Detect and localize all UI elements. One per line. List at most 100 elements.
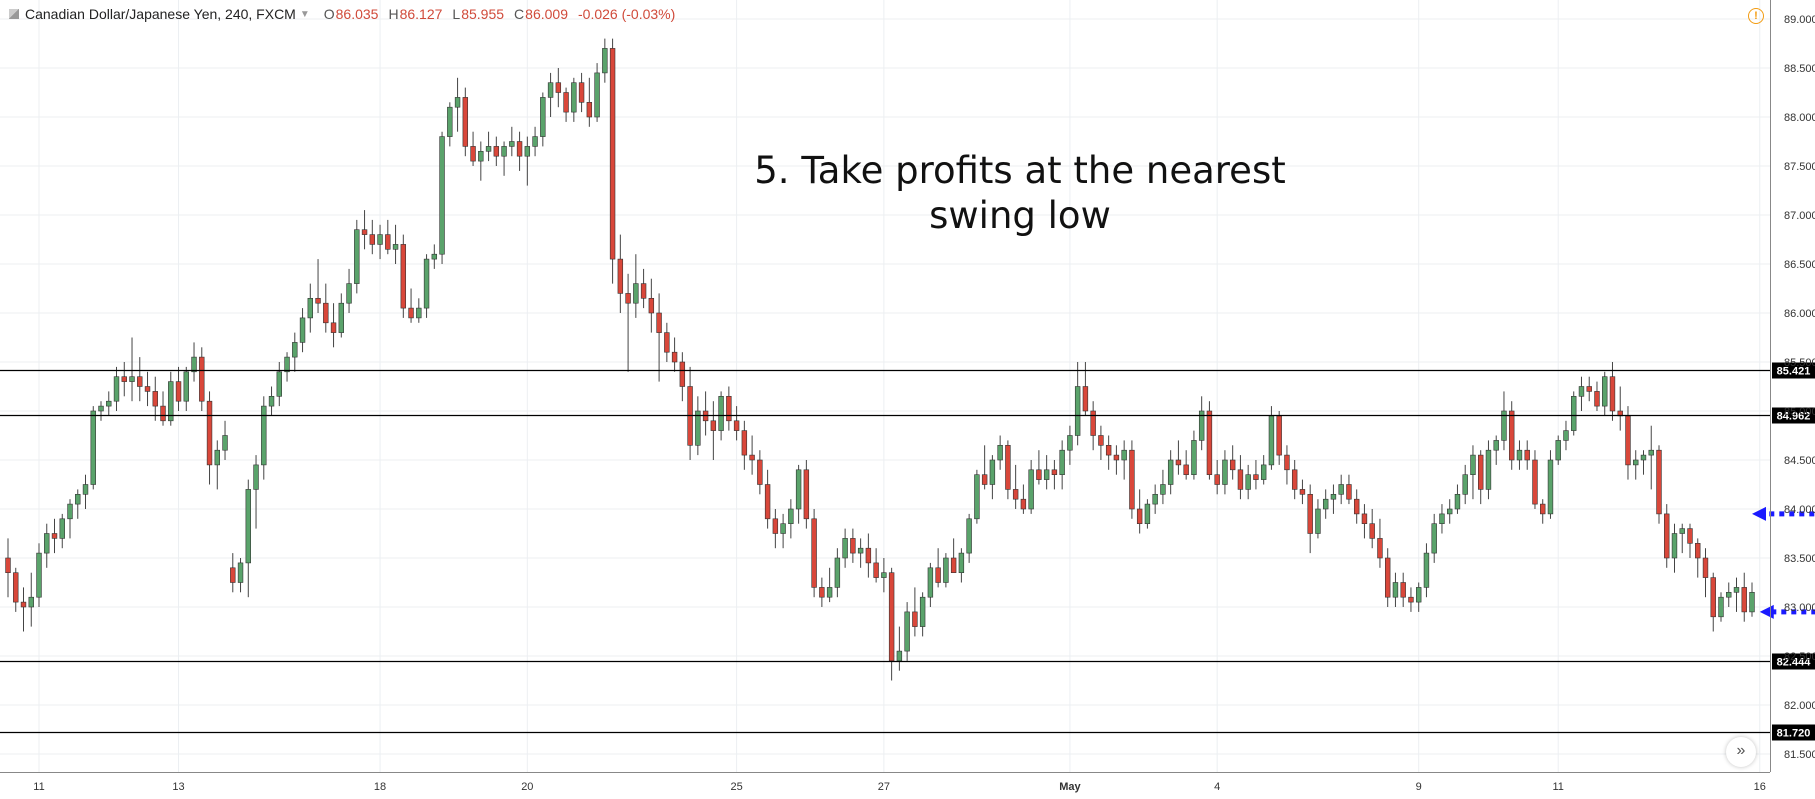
candle-body [230, 567, 236, 583]
candle-body [857, 547, 864, 554]
candle-body [1462, 474, 1468, 495]
candle [44, 523, 50, 568]
candle [307, 283, 313, 333]
price-tick-label: 88.500 [1784, 63, 1815, 75]
candle-body [1012, 489, 1019, 500]
candle-body [245, 489, 251, 564]
candle [1284, 445, 1290, 485]
candle [912, 587, 918, 637]
candle-body [1043, 469, 1050, 480]
price-tick-label: 84.000 [1784, 504, 1815, 516]
candle-body [307, 297, 313, 319]
time-axis[interactable]: 111318202527May49111618232530Jun [0, 772, 1815, 794]
candle-body [1059, 449, 1065, 476]
candle [1144, 499, 1151, 529]
candle-body [795, 469, 802, 510]
candle-body [431, 253, 438, 260]
candle-body [1276, 415, 1282, 456]
candle-body [586, 102, 593, 118]
candle-body [129, 376, 135, 382]
candle [943, 553, 949, 588]
candle-body [1540, 503, 1546, 515]
candle-body [1625, 415, 1631, 466]
candle-body [199, 356, 205, 402]
candle-body [1338, 484, 1344, 495]
candle [1509, 401, 1515, 470]
scroll-to-realtime-button[interactable]: » [1726, 737, 1756, 767]
candle [292, 332, 298, 372]
candle [981, 445, 988, 490]
candle-body [540, 97, 546, 137]
candle [927, 562, 934, 607]
candle [702, 391, 709, 436]
price-axis[interactable]: 81.500 82.000 82.500 83.000 83.500 84.000 84.5… [1770, 0, 1815, 772]
candle-body [1160, 484, 1166, 495]
candle-body [222, 435, 228, 451]
candle [1547, 450, 1554, 519]
candle-body [648, 297, 655, 314]
candle [1346, 474, 1352, 505]
candle [687, 366, 693, 460]
level-price-tag [1772, 362, 1815, 379]
price-tick-label: 83.000 [1784, 602, 1815, 614]
candle [199, 347, 205, 411]
candle-body [1640, 454, 1647, 461]
chevron-down-icon[interactable]: ▼ [299, 8, 310, 20]
candle [28, 572, 34, 627]
candle-body [1129, 449, 1135, 510]
price-tick-label: 87.000 [1784, 210, 1815, 222]
candle-body [757, 459, 763, 485]
candle-body [981, 474, 988, 485]
candle-body [1090, 410, 1096, 436]
candle-body [718, 395, 724, 431]
candle-body [478, 151, 484, 162]
candles-series [5, 38, 1755, 681]
candle-body [633, 283, 639, 304]
candle-body [578, 82, 585, 103]
candle-body [1664, 513, 1670, 559]
candle [1648, 425, 1654, 490]
candle-body [13, 572, 19, 603]
candle [1377, 518, 1383, 568]
candle-body [656, 312, 662, 333]
candle-body [462, 97, 469, 147]
candle-body [1555, 440, 1561, 461]
candle [253, 455, 259, 529]
candle [733, 406, 740, 441]
candle-body [183, 371, 189, 402]
warning-icon[interactable]: ! [1748, 8, 1764, 24]
candle [13, 567, 19, 612]
candle-body [1516, 449, 1523, 461]
candle-body [5, 557, 11, 573]
candle-body [881, 572, 887, 578]
candle [1136, 489, 1143, 534]
candle [671, 337, 678, 372]
candle [1571, 391, 1577, 436]
candle [284, 352, 290, 382]
candle [82, 474, 89, 509]
candle [609, 38, 616, 284]
candle-body [75, 493, 81, 505]
candle-body [82, 484, 89, 495]
candle-body [865, 547, 872, 564]
candle-body [1687, 528, 1693, 544]
candle [826, 567, 833, 603]
candle [1400, 572, 1406, 607]
candle [439, 131, 445, 264]
candle [501, 141, 507, 176]
candle-body [1268, 415, 1275, 466]
candle [935, 548, 941, 588]
candle-body [1291, 469, 1298, 490]
price-tick-label: 82.000 [1784, 700, 1815, 712]
candle-body [1074, 386, 1081, 436]
candle [1609, 362, 1616, 421]
time-tick-label: May [1059, 781, 1081, 793]
symbol-title[interactable]: Canadian Dollar/Japanese Yen, 240, FXCM [25, 6, 296, 22]
candle-body [547, 82, 554, 98]
candle-body [1423, 552, 1430, 588]
candle-body [803, 469, 810, 520]
candle-body [1028, 469, 1034, 510]
candle [1586, 376, 1592, 402]
candle-body [1718, 596, 1724, 618]
